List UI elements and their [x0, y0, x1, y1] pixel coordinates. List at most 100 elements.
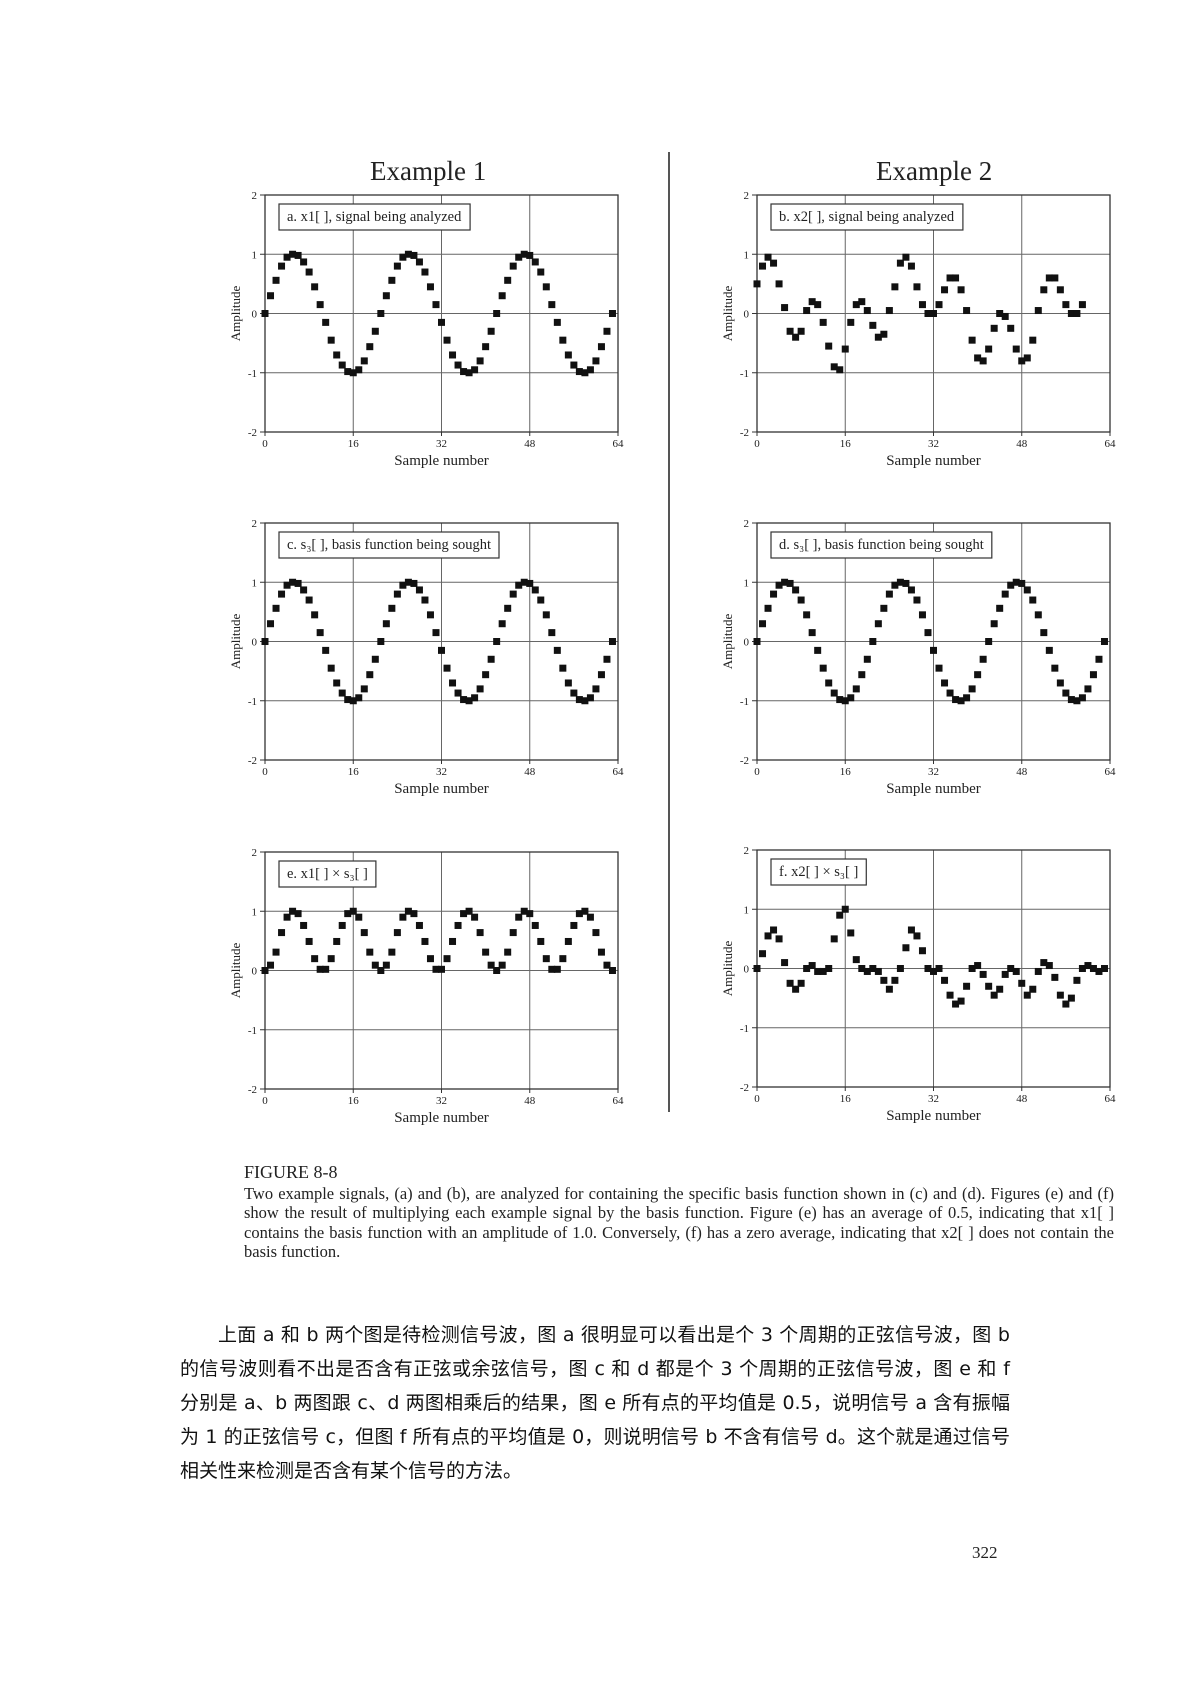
data-point — [896, 965, 904, 972]
data-point — [559, 336, 567, 344]
data-point — [504, 948, 512, 956]
data-point — [985, 982, 993, 990]
data-point — [311, 955, 319, 963]
data-point — [1034, 967, 1042, 975]
data-point — [891, 581, 899, 589]
data-point — [770, 590, 778, 598]
data-point — [974, 671, 982, 679]
data-point — [1029, 336, 1037, 344]
x-axis-label: Sample number — [394, 1110, 489, 1126]
data-point — [443, 955, 451, 963]
data-point — [327, 336, 335, 344]
y-tick-label: 0 — [744, 637, 750, 649]
x-tick-label: 64 — [613, 766, 625, 778]
y-tick-label: 0 — [252, 966, 258, 978]
data-point — [924, 310, 932, 317]
data-point — [979, 357, 987, 365]
y-tick-label: 0 — [744, 964, 750, 976]
data-point — [542, 283, 550, 291]
x-tick-label: 64 — [1105, 438, 1117, 450]
data-point — [283, 913, 291, 921]
chart-title-box: d. s₃[ ], basis function being sought — [770, 531, 993, 559]
data-point — [338, 361, 346, 369]
figure-caption-text: Two example signals, (a) and (b), are an… — [244, 1183, 1114, 1262]
data-point — [924, 965, 932, 972]
data-point — [1067, 310, 1075, 317]
data-point — [974, 962, 982, 970]
chart-c: -2 -1 0 1 2 0 16 32 48 64 Sample number Amplitude c.… — [228, 518, 625, 797]
x-tick-label: 0 — [262, 1095, 268, 1107]
x-tick-label: 16 — [840, 766, 852, 778]
data-point — [885, 985, 893, 993]
data-point — [896, 578, 904, 586]
data-point — [482, 671, 490, 679]
data-point — [267, 620, 275, 628]
data-point — [355, 694, 363, 702]
data-point — [1001, 590, 1009, 598]
data-point — [764, 932, 772, 940]
data-point — [261, 310, 269, 317]
chart-title: a. x1[ ], signal being analyzed — [287, 209, 462, 225]
data-point — [1067, 696, 1075, 704]
data-point — [388, 604, 396, 612]
data-point — [537, 268, 545, 276]
data-point — [410, 910, 418, 918]
chart-title: f. x2[ ] × s₃[ ] — [779, 864, 858, 880]
data-point — [841, 697, 849, 705]
y-tick-label: 2 — [252, 518, 258, 530]
x-tick-label: 64 — [613, 438, 625, 450]
data-point — [1034, 611, 1042, 619]
data-point — [1040, 286, 1048, 294]
data-point — [559, 955, 567, 963]
data-point — [792, 333, 800, 341]
data-point — [1001, 970, 1009, 978]
x-tick-label: 0 — [262, 766, 268, 778]
data-point — [575, 696, 583, 704]
data-point — [836, 366, 844, 374]
data-point — [990, 991, 998, 999]
data-point — [1023, 354, 1031, 362]
data-point — [355, 366, 363, 374]
x-tick-label: 32 — [928, 766, 939, 778]
x-axis-label: Sample number — [394, 453, 489, 469]
data-point — [278, 590, 286, 598]
data-point — [764, 604, 772, 612]
data-point — [537, 596, 545, 604]
data-point — [465, 369, 473, 377]
data-point — [952, 696, 960, 704]
data-point — [803, 965, 811, 972]
data-point — [570, 361, 578, 369]
data-point — [283, 253, 291, 261]
data-point — [1018, 579, 1026, 587]
data-point — [814, 646, 822, 654]
y-tick-label: 2 — [744, 845, 750, 857]
data-point — [819, 967, 827, 975]
data-point — [996, 604, 1004, 612]
data-point — [305, 937, 313, 945]
data-point — [852, 301, 860, 309]
data-point — [797, 596, 805, 604]
x-tick-label: 16 — [840, 1093, 852, 1105]
data-point — [852, 956, 860, 964]
data-point — [946, 991, 954, 999]
data-point — [570, 689, 578, 697]
data-point — [300, 586, 308, 594]
example-2-title: Example 2 — [876, 156, 993, 186]
data-point — [830, 935, 838, 943]
y-tick-label: -2 — [248, 1084, 257, 1096]
data-point — [493, 967, 501, 974]
data-point — [918, 301, 926, 309]
data-point — [792, 985, 800, 993]
x-tick-label: 0 — [262, 438, 268, 450]
data-point — [327, 664, 335, 672]
data-point — [272, 276, 280, 284]
data-point — [1007, 581, 1015, 589]
data-point — [586, 913, 594, 921]
data-point — [261, 967, 269, 974]
data-point — [272, 604, 280, 612]
figure-label: FIGURE 8-8 — [244, 1162, 338, 1182]
data-point — [515, 253, 523, 261]
data-point — [520, 250, 528, 258]
data-point — [421, 937, 429, 945]
data-point — [963, 694, 971, 702]
